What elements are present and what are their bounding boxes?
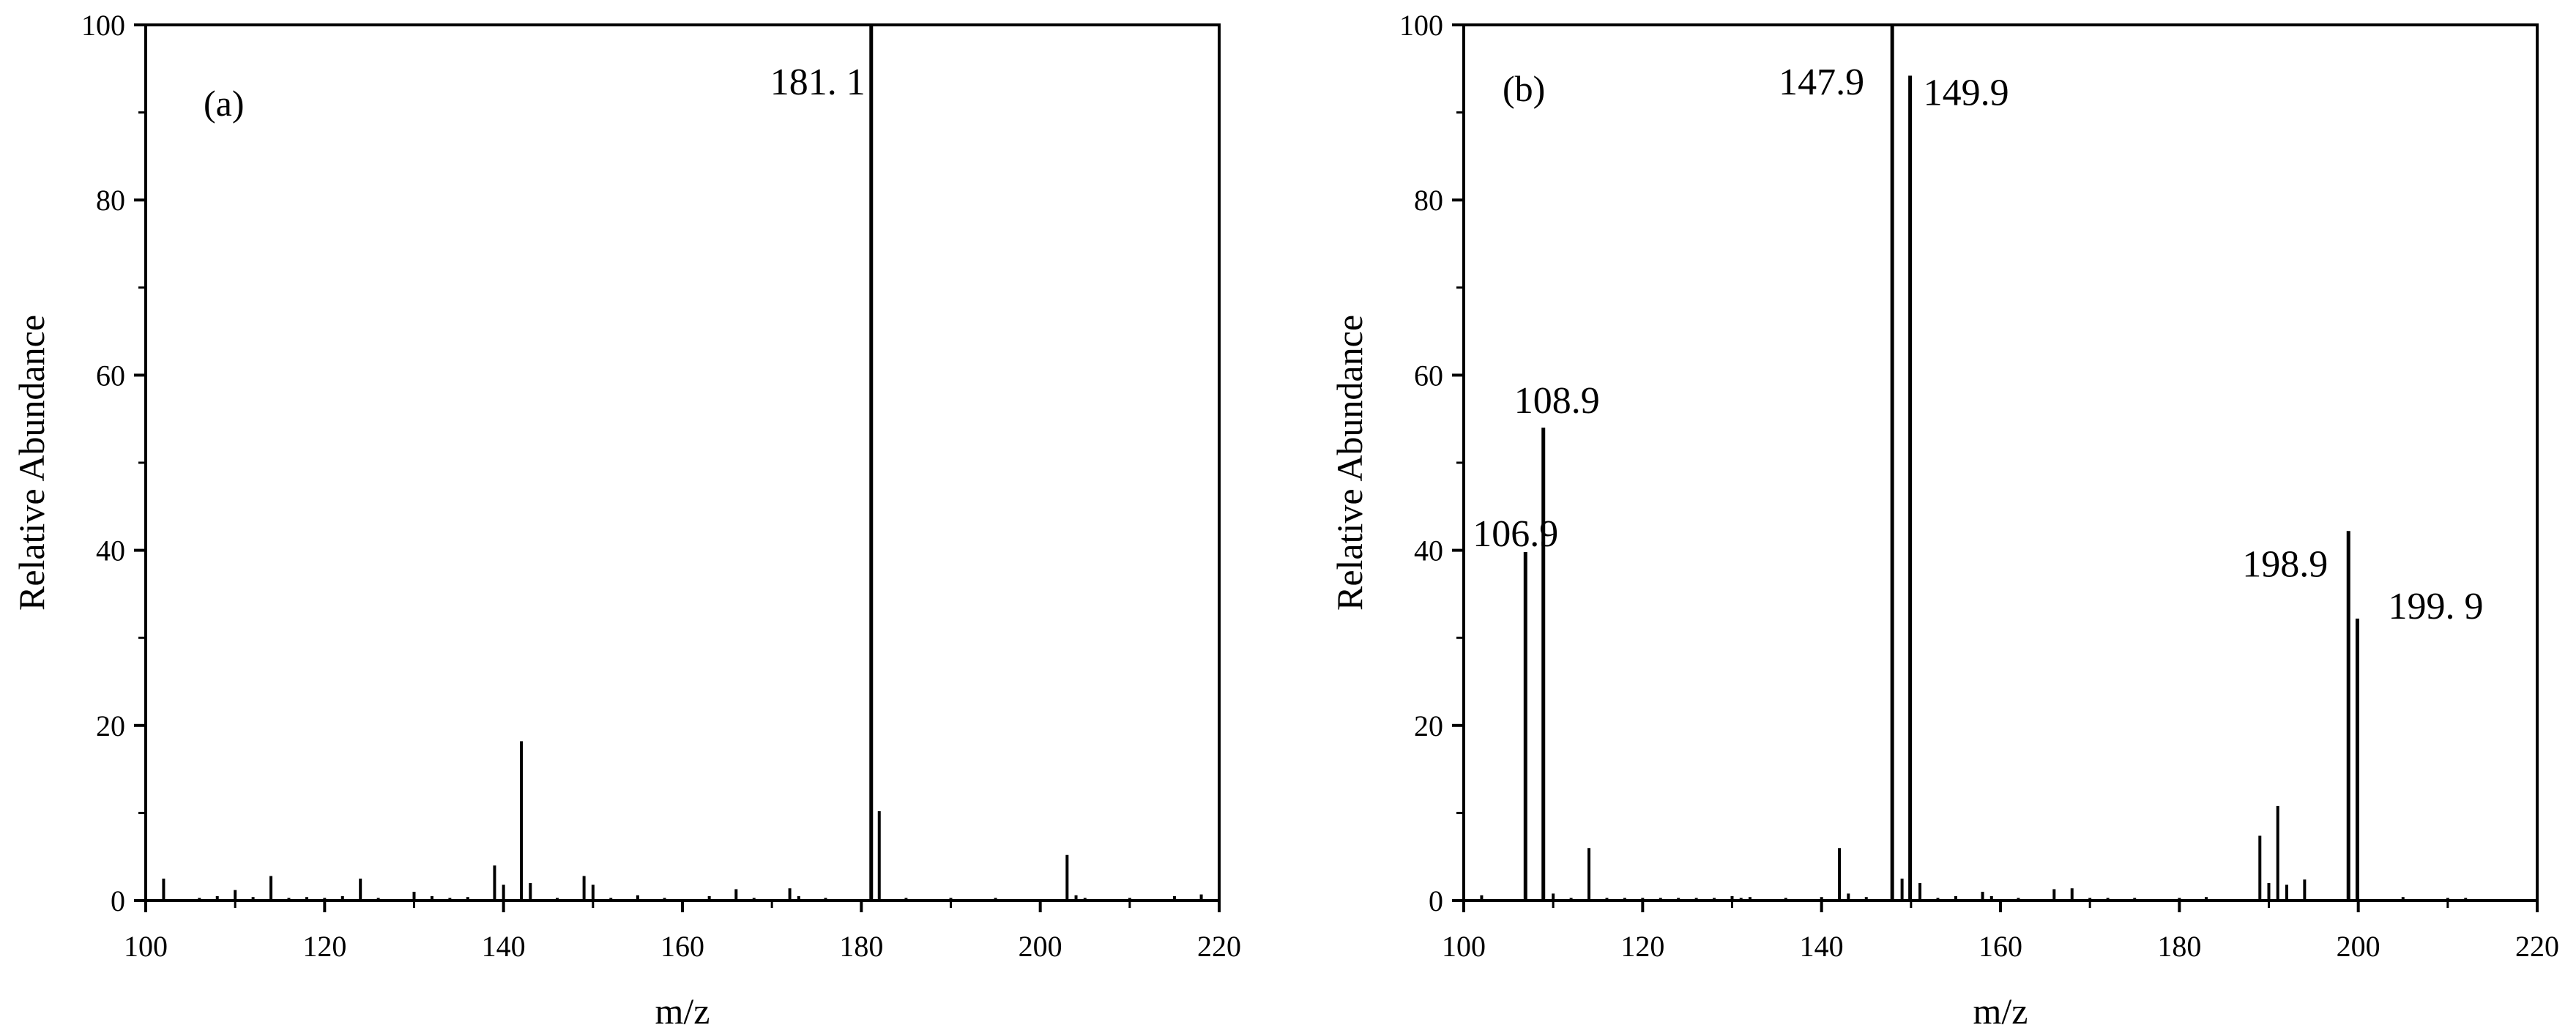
x-tick-label: 220 [2515, 930, 2559, 963]
y-axis-title: Relative Abundance [11, 315, 52, 611]
peak-annotations: 106.9 108.9 147.9 149.9 198.9 199. 9 [1473, 62, 2483, 627]
x-tick-label: 140 [1800, 930, 1844, 963]
x-tick-label: 120 [302, 930, 346, 963]
x-tick-label: 180 [2157, 930, 2201, 963]
y-tick-label: 60 [1414, 359, 1443, 392]
panel-label: (a) [204, 83, 245, 124]
chart-panel-b: 100 120 140 160 180 200 220 0 20 40 60 80 100 106.9… [1329, 9, 2559, 1032]
y-tick-label: 60 [96, 359, 125, 392]
peak-label: 198.9 [2242, 543, 2328, 585]
y-tick-label: 0 [1429, 884, 1443, 917]
y-tick-label: 80 [96, 184, 125, 217]
plot-frame [1462, 23, 2539, 902]
peak-group [1480, 25, 2468, 901]
peak-label: 181. 1 [770, 62, 866, 103]
x-axis-title: m/z [655, 991, 710, 1032]
y-axis-ticks: 0 20 40 60 80 100 [81, 9, 146, 917]
peak-annotations: 181. 1 [770, 62, 866, 103]
x-tick-label: 140 [482, 930, 526, 963]
x-axis-ticks: 100 120 140 160 180 200 220 [1442, 901, 2559, 963]
y-tick-label: 20 [96, 709, 125, 742]
x-tick-label: 200 [1019, 930, 1062, 963]
y-tick-label: 80 [1414, 184, 1443, 217]
x-axis-ticks: 100 120 140 160 180 200 220 [124, 901, 1241, 963]
x-tick-label: 220 [1197, 930, 1241, 963]
y-tick-label: 40 [1414, 534, 1443, 567]
plot-frame [144, 23, 1221, 902]
peak-label: 147.9 [1779, 62, 1864, 103]
x-tick-label: 100 [124, 930, 168, 963]
panel-label: (b) [1503, 68, 1545, 109]
x-axis-title: m/z [1973, 991, 2028, 1032]
peak-group [162, 25, 1203, 901]
y-tick-label: 40 [96, 534, 125, 567]
y-tick-label: 20 [1414, 709, 1443, 742]
x-tick-label: 160 [660, 930, 704, 963]
x-tick-label: 180 [839, 930, 883, 963]
peak-label: 108.9 [1514, 380, 1600, 422]
x-tick-label: 100 [1442, 930, 1486, 963]
y-axis-title: Relative Abundance [1329, 315, 1370, 611]
x-tick-label: 120 [1620, 930, 1664, 963]
x-tick-label: 200 [2337, 930, 2380, 963]
y-tick-label: 0 [111, 884, 125, 917]
y-tick-label: 100 [1399, 9, 1443, 42]
peak-label: 106.9 [1473, 513, 1558, 555]
x-tick-label: 160 [1978, 930, 2022, 963]
peak-label: 149.9 [1924, 72, 2009, 113]
y-tick-label: 100 [81, 9, 125, 42]
chart-panel-a: 100 120 140 160 180 200 220 0 20 40 60 80 100 181. … [11, 9, 1241, 1032]
peak-label: 199. 9 [2388, 586, 2483, 627]
y-axis-ticks: 0 20 40 60 80 100 [1399, 9, 1464, 917]
